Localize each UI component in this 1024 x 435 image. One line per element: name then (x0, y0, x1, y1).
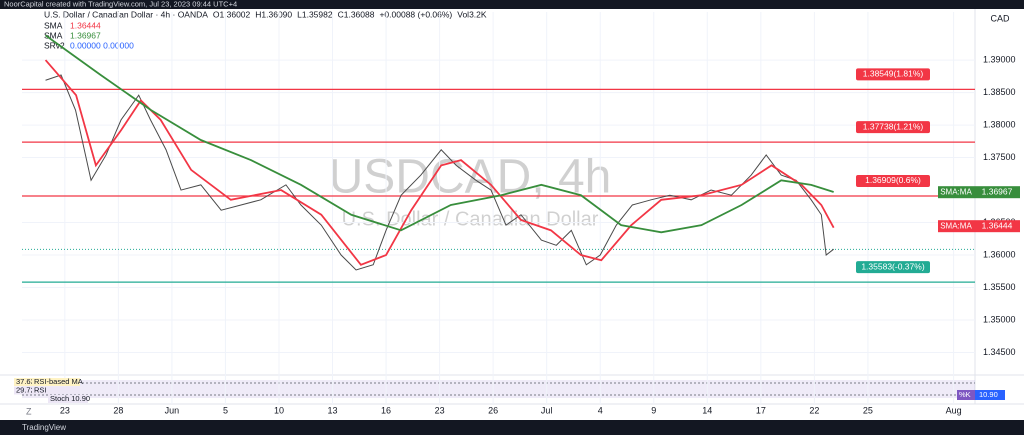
level-label: 1.38549(1.81%) (863, 69, 924, 79)
level-label: 1.36909(0.6%) (865, 175, 921, 185)
header-item: L1.35982 (297, 9, 333, 19)
osc-tag-box (975, 390, 1005, 400)
osc-label-bg (48, 395, 88, 403)
osc-band (22, 380, 975, 398)
y-tick-label: 1.35000 (983, 314, 1016, 324)
level-label-box (856, 174, 930, 187)
osc-label: 29.72 (16, 385, 35, 394)
corner: Z (26, 406, 32, 416)
legend-name: SMA (44, 20, 63, 30)
series-line (45, 34, 834, 234)
price-tag-box (975, 220, 1020, 233)
osc-label-bg (14, 378, 32, 386)
x-tick-label: 9 (651, 405, 656, 415)
header-item: H1.36090 (255, 9, 292, 19)
level-label: 1.37738(1.21%) (863, 121, 924, 131)
level-label-box (856, 261, 930, 274)
osc-label-bg (32, 386, 80, 395)
top-bar (0, 0, 1024, 9)
header-item: +0.00088 (+0.06%) (379, 9, 452, 19)
header-item: O1.36002 (213, 9, 251, 19)
osc-tag-box (957, 390, 975, 400)
currency: CAD (990, 13, 1010, 23)
x-tick-label: 4 (598, 405, 603, 415)
osc-label: RSI-based MA (34, 377, 83, 386)
x-tick-label: 5 (223, 405, 228, 415)
osc-label-bg (14, 386, 32, 395)
x-tick-label: 13 (328, 405, 338, 415)
osc-label-bg (32, 378, 80, 386)
legend-name: SRv2 (44, 40, 65, 50)
x-tick-label: 17 (756, 405, 766, 415)
level-label: 1.35583(-0.37%) (861, 261, 924, 271)
osc-tag-value: 10.90 (979, 390, 998, 399)
watermark-sub: U.S. Dollar / Canadian Dollar (342, 208, 599, 230)
level-label-box (856, 121, 930, 134)
price-tag-box (975, 186, 1020, 199)
x-tick-label: Jul (541, 405, 553, 415)
x-tick-label: 10 (274, 405, 284, 415)
x-tick-label: 23 (435, 405, 445, 415)
osc-label: Stoch 10.90 (50, 394, 90, 403)
price-tag-name: SMA:MA (940, 221, 972, 230)
x-tick-label: Jun (165, 405, 180, 415)
brand: TradingView (22, 423, 66, 432)
osc-label: 37.63 (16, 377, 35, 386)
header-item: Vol3.2K (457, 9, 487, 19)
x-tick-label: 22 (809, 405, 819, 415)
bottom-bar (0, 420, 1024, 435)
y-tick-label: 1.37500 (983, 152, 1016, 162)
price-tag-value: 1.36967 (982, 186, 1013, 196)
y-tick-label: 1.35500 (983, 282, 1016, 292)
y-tick-label: 1.36000 (983, 249, 1016, 259)
legend-value: 1.36967 (70, 30, 101, 40)
y-tick-label: 1.38000 (983, 119, 1016, 129)
legend-name: SMA (44, 30, 63, 40)
legend-value: 1.36444 (70, 20, 101, 30)
y-tick-label: 1.34500 (983, 347, 1016, 357)
price-tag-name: SMA:MA (940, 187, 972, 196)
level-label-box (856, 68, 930, 81)
x-tick-label: 23 (60, 405, 70, 415)
credit: NoorCapital created with TradingView.com… (4, 0, 237, 8)
header-item: C1.36088 (338, 9, 375, 19)
osc-tag-name: %K (959, 390, 971, 399)
x-tick-label: 14 (702, 405, 712, 415)
osc-label: RSI (34, 385, 47, 394)
price-tag-name-box (938, 220, 975, 233)
x-tick-label: 26 (488, 405, 498, 415)
y-tick-label: 1.38500 (983, 87, 1016, 97)
price-tag-value: 1.36444 (982, 220, 1013, 230)
series-line (45, 74, 834, 271)
x-tick-label: 25 (863, 405, 873, 415)
price-tag-name-box (938, 186, 975, 199)
x-tick-label: 28 (113, 405, 123, 415)
x-tick-label: 16 (381, 405, 391, 415)
y-tick-label: 1.39000 (983, 54, 1016, 64)
watermark: USDCAD, 4h (329, 151, 612, 204)
header-item: U.S. Dollar / Canadian Dollar · 4h · OAN… (44, 9, 208, 19)
legend-value: 0.00000 0.00000 (70, 40, 134, 50)
x-tick-label: Aug (946, 405, 962, 415)
